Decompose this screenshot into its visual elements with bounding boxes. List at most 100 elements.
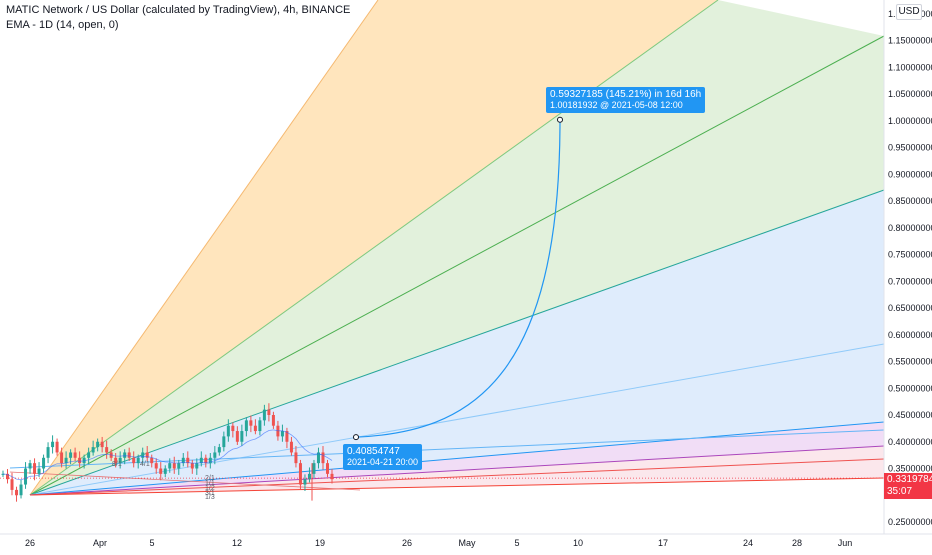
candle-body [91,447,95,453]
candle-body [154,463,158,469]
time-tick-label: 12 [232,538,242,548]
price-tick-label: 1.10000000 [888,62,932,72]
candle-body [15,489,19,496]
fan-ratio-label: 1/1 [205,480,215,487]
price-tick-label: 0.25000000 [888,517,932,527]
candle-body [330,473,334,480]
candle-body [150,457,154,464]
candle-body [244,420,248,432]
candle-body [55,441,59,453]
candle-body [33,463,37,474]
price-tick-label: 0.80000000 [888,223,932,233]
time-tick-label: 10 [573,538,583,548]
candle-body [28,463,32,469]
indicator-label[interactable]: EMA - 1D (14, open, 0) [6,19,119,31]
candle-body [82,457,86,464]
price-tick-label: 0.50000000 [888,383,932,393]
candle-body [208,457,212,464]
fan-line-1x2 [29,421,885,496]
candle-body [217,447,221,453]
price-tick-label: 1.05000000 [888,89,932,99]
candle-body [46,447,50,458]
candle-body [96,441,100,448]
candle-body [240,431,244,442]
price-tick-label: 1.15000000 [888,36,932,46]
candle-body [141,452,145,458]
price-tick-label: 0.75000000 [888,250,932,260]
fan-line-2x1 [29,189,885,496]
candle-body [145,452,149,458]
candle-body [37,468,41,474]
candle-body [307,473,311,480]
candle-body [235,431,239,442]
candle-body [159,468,163,474]
candle-body [42,457,46,469]
candle-body [73,452,77,458]
candle-body [10,479,14,490]
candles-group [1,403,334,502]
fan-ratio-label: 2/1 [205,475,215,482]
candle-body [231,425,235,432]
fan-line-8x1 [29,0,379,496]
price-tick-label: 1.00000000 [888,116,932,126]
candle-body [285,431,289,442]
candle-body [258,420,262,432]
fan-line-1x3 [29,445,885,496]
candle-body [100,441,104,448]
projection-end-label[interactable]: 0.59327185 (145.21%) in 16d 16h 1.001819… [546,87,706,113]
candle-body [60,452,64,464]
candle-body [294,452,298,464]
fan-line-1x4 [29,458,885,496]
time-tick-label: 19 [315,538,325,548]
candle-body [172,463,176,469]
candle-body [127,452,131,458]
candle-body [163,468,167,474]
price-tick-label: 0.55000000 [888,357,932,367]
trend-line-lower [9,471,361,491]
price-tick-label: 0.60000000 [888,330,932,340]
candle-body [298,463,302,485]
candle-body [186,457,190,464]
candle-body [114,457,118,464]
projection-change: 0.59327185 (145.21%) in 16d 16h [550,89,702,100]
candle-body [316,452,320,464]
start-datetime: 2021-04-21 20:00 [347,457,419,467]
candle-body [253,425,257,432]
candle-body [6,473,10,480]
time-tick-label: 17 [658,538,668,548]
candle-body [123,452,127,458]
chart-legend: MATIC Network / US Dollar (calculated by… [6,3,350,33]
fan-ratio-label: 4/1 [140,461,150,468]
symbol-title[interactable]: MATIC Network / US Dollar (calculated by… [6,4,351,16]
projection-curve [355,119,561,438]
candle-body [303,479,307,485]
price-tick-label: 0.95000000 [888,143,932,153]
candle-body [105,447,109,453]
start-price: 0.40854747 [347,446,400,457]
candle-body [136,457,140,464]
price-tick-label: 0.70000000 [888,276,932,286]
projection-start-label[interactable]: 0.40854747 2021-04-21 20:00 [343,444,423,470]
candle-body [204,457,208,464]
price-tick-label: 0.90000000 [888,169,932,179]
candle-body [87,452,91,458]
candle-body [51,441,55,448]
candle-body [177,463,181,469]
fan-zone-green [30,0,884,495]
last-price-value: 0.33197840 [887,474,932,485]
candle-body [69,452,73,458]
candle-body [249,420,253,426]
projection-end-point [557,116,563,123]
candle-body [271,415,275,426]
currency-badge[interactable]: USD [896,4,922,20]
fan-line-1x8 [29,477,885,496]
candle-body [168,463,172,469]
time-tick-label: 5 [514,538,519,548]
fan-ratio-label: 8/1 [112,461,122,468]
time-tick-label: 26 [402,538,412,548]
last-price-label: 0.33197840 35:07 [884,473,932,499]
time-tick-label: May [458,538,476,548]
time-tick-label: 26 [25,538,35,548]
